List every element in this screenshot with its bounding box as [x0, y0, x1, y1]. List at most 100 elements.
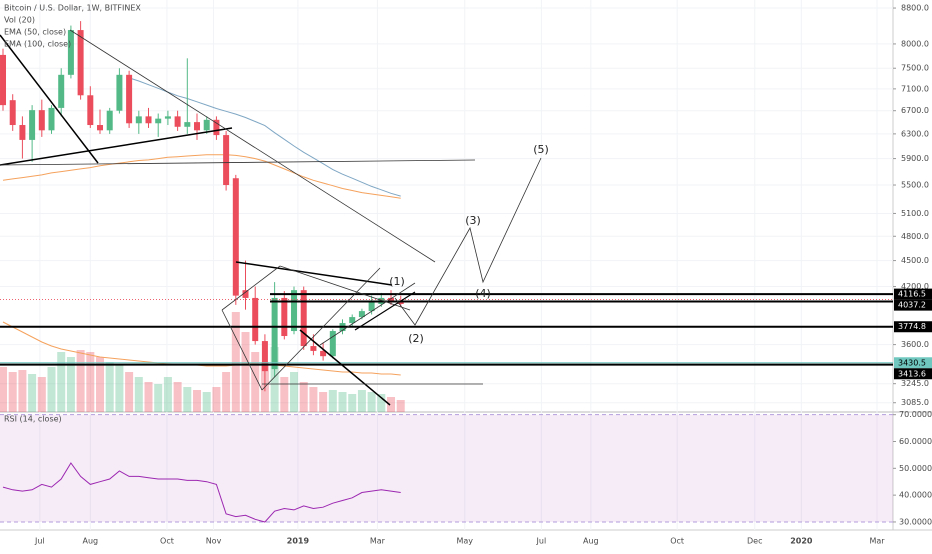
candle-body	[29, 110, 36, 140]
volume-bar	[173, 382, 182, 412]
x-tick-label: Dec	[747, 537, 762, 546]
volume-bar	[387, 397, 396, 412]
volume-bar	[270, 347, 279, 412]
candle-body	[106, 110, 113, 131]
x-tick-label: Mar	[370, 537, 386, 546]
chart-title: Bitcoin / U.S. Dollar, 1W, BITFINEX	[4, 4, 141, 13]
volume-bar	[86, 352, 95, 412]
volume-bar	[28, 374, 37, 412]
price-label: 3413.6	[898, 369, 926, 378]
candle-body	[174, 116, 181, 127]
candle-body	[0, 54, 7, 106]
volume-bar	[144, 382, 153, 412]
candle-body	[232, 178, 239, 296]
volume-bar	[18, 370, 27, 412]
volume-bar	[8, 372, 17, 412]
wave-path	[394, 157, 542, 326]
volume-bar	[290, 372, 299, 412]
candle-body	[203, 119, 210, 131]
candle-body	[349, 317, 356, 324]
candle-body	[9, 100, 16, 126]
y-tick-label: 8000.0	[901, 39, 929, 48]
candle-body	[252, 297, 259, 342]
candle-body	[261, 341, 268, 372]
trend-line	[0, 159, 476, 166]
candle-body	[155, 118, 162, 124]
volume-bar	[0, 367, 8, 412]
x-tick-label: Mar	[869, 537, 885, 546]
volume-bar	[231, 312, 240, 412]
candle-body	[194, 122, 201, 131]
volume-bar	[76, 350, 85, 412]
y-tick-label: 4500.0	[901, 256, 929, 265]
trend-line	[69, 29, 436, 263]
price-label: 4116.5	[898, 290, 926, 299]
volume-bar	[47, 367, 56, 412]
legend-entry: EMA (50, close)	[4, 28, 66, 37]
volume-bar	[193, 390, 202, 412]
pattern-line	[279, 265, 411, 311]
candle-body	[38, 110, 45, 131]
candle-body	[135, 116, 142, 124]
x-tick-label: Jul	[34, 537, 45, 546]
trend-line	[0, 34, 99, 164]
candle-body	[242, 290, 249, 298]
y-tick-label: 5900.0	[901, 154, 929, 163]
volume-bar	[251, 352, 260, 412]
candle-body	[67, 30, 74, 75]
legend-entry: RSI (14, close)	[4, 415, 62, 424]
candle-body	[329, 331, 336, 357]
candle-body	[291, 290, 298, 332]
ema-line	[2, 154, 401, 199]
volume-bar	[57, 352, 66, 412]
y-tick-label: 4200.0	[901, 282, 929, 291]
trend-line	[0, 127, 233, 166]
legend-entry: Vol (20)	[4, 16, 35, 25]
candle-body	[271, 297, 278, 370]
candle-body	[97, 125, 104, 131]
volume-bar	[348, 394, 357, 412]
x-tick-label: 2019	[287, 537, 310, 546]
volume-layer	[0, 312, 405, 412]
x-tick-label: May	[456, 537, 473, 546]
y-tick-label: 3600.0	[901, 340, 929, 349]
volume-bar	[134, 377, 143, 412]
candle-body	[48, 107, 55, 131]
pattern-line	[221, 309, 263, 391]
candle-body	[184, 122, 191, 127]
x-tick-label: Nov	[206, 537, 222, 546]
volume-bar	[222, 372, 231, 412]
y-tick-label: 5500.0	[901, 181, 929, 190]
volume-bar	[396, 400, 405, 412]
wave-label: (3)	[465, 214, 481, 227]
legend-entry: EMA (100, close)	[4, 40, 71, 49]
volume-bar	[154, 384, 163, 412]
y-tick-label: 5100.0	[901, 209, 929, 218]
candle-body	[145, 116, 152, 124]
volume-bar	[241, 332, 250, 412]
x-tick-label: 2020	[790, 537, 813, 546]
y-tick-label: 6300.0	[901, 129, 929, 138]
ema-line	[128, 77, 401, 197]
price-layer	[0, 21, 893, 392]
rsi-layer	[0, 414, 893, 523]
volume-bar	[183, 387, 192, 412]
wave-label: (2)	[408, 332, 424, 345]
legend: Bitcoin / U.S. Dollar, 1W, BITFINEX Vol …	[4, 4, 141, 424]
rsi-tick-label: 40.0000	[899, 491, 932, 500]
candle-body	[87, 95, 94, 126]
volume-bar	[377, 394, 386, 412]
candle-body	[213, 119, 220, 136]
volume-bar	[163, 377, 172, 412]
y-tick-label: 7100.0	[901, 84, 929, 93]
price-label-bg	[894, 321, 932, 333]
volume-bar	[367, 392, 376, 412]
candle-body	[368, 300, 375, 312]
candle-body	[126, 74, 133, 124]
candle-body	[320, 350, 327, 357]
volume-bar	[115, 364, 124, 412]
candle-body	[388, 297, 395, 301]
volume-bar	[328, 390, 337, 412]
y-tick-label: 3085.0	[901, 398, 929, 407]
